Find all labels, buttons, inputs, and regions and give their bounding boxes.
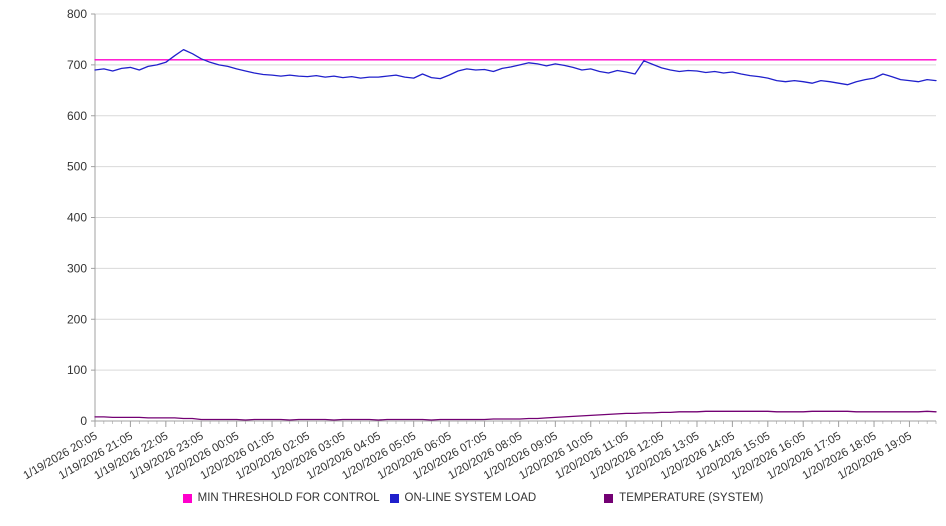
y-tick-label: 400 bbox=[67, 211, 87, 225]
legend-label-temperature: TEMPERATURE (SYSTEM) bbox=[619, 492, 764, 504]
y-tick-label: 200 bbox=[67, 312, 87, 326]
series-line-temperature bbox=[94, 410, 937, 421]
legend-swatch-temperature-icon bbox=[604, 493, 614, 503]
chart-container: 0 100 200 300 400 500 600 700 800 1/19/2026 20:05… bbox=[0, 7, 946, 504]
legend-item-temperature: TEMPERATURE (SYSTEM) bbox=[604, 492, 763, 504]
chart-legend: MIN THRESHOLD FOR CONTROL ON-LINE SYSTEM… bbox=[0, 492, 946, 504]
y-tick-label: 500 bbox=[67, 160, 87, 174]
legend-item-system-load: ON-LINE SYSTEM LOAD bbox=[389, 492, 537, 504]
y-tick-label: 0 bbox=[80, 414, 87, 428]
legend-swatch-system-load-icon bbox=[389, 493, 399, 503]
legend-item-min-threshold: MIN THRESHOLD FOR CONTROL bbox=[182, 492, 380, 504]
series-line-system-load bbox=[94, 48, 937, 86]
y-tick-label: 600 bbox=[67, 109, 87, 123]
y-tick-label: 800 bbox=[67, 7, 87, 21]
y-tick-label: 100 bbox=[67, 363, 87, 377]
legend-label-system-load: ON-LINE SYSTEM LOAD bbox=[404, 492, 537, 504]
y-tick-label: 700 bbox=[67, 58, 87, 72]
legend-label-min-threshold: MIN THRESHOLD FOR CONTROL bbox=[197, 492, 380, 504]
y-tick-label: 300 bbox=[67, 261, 87, 275]
legend-swatch-min-threshold-icon bbox=[182, 493, 192, 503]
